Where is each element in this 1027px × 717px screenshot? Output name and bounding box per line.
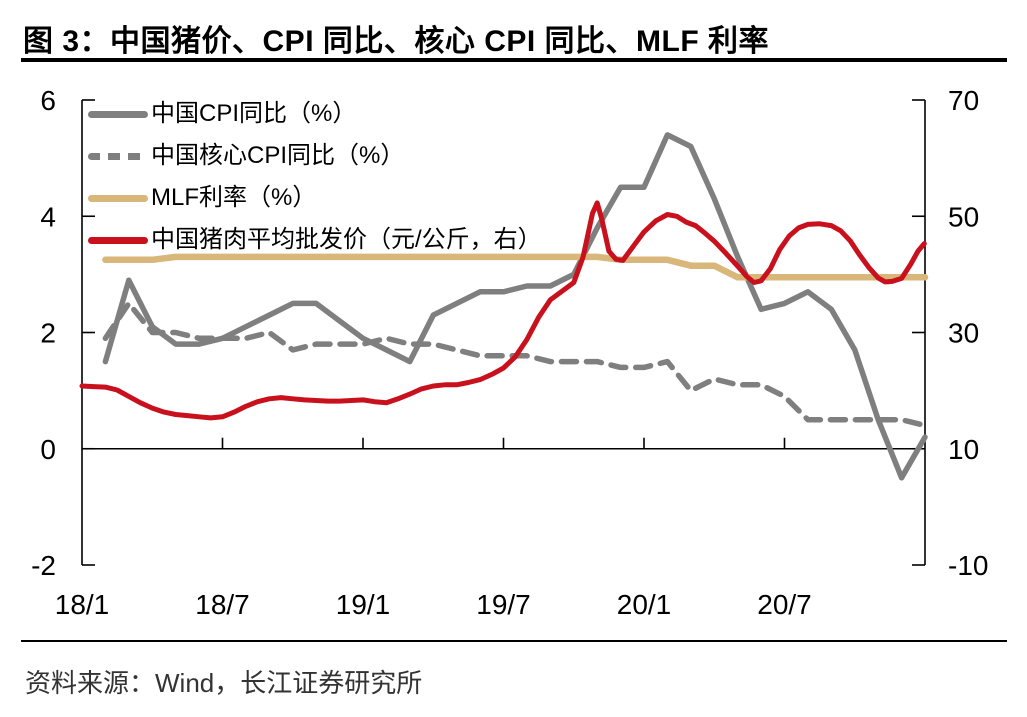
- legend-item-core-cpi: 中国核心CPI同比（%）: [88, 135, 542, 177]
- left-axis-tick-label: 2: [40, 318, 56, 349]
- x-axis-tick-label: 19/7: [476, 589, 531, 620]
- line-core-cpi: [102, 300, 928, 429]
- left-axis-tick-label: 6: [40, 85, 56, 116]
- x-axis-tick-label: 18/7: [195, 589, 250, 620]
- x-axis-tick-label: 20/7: [757, 589, 812, 620]
- line-cpi: [102, 132, 928, 481]
- figure-title: 图 3：中国猪价、CPI 同比、核心 CPI 同比、MLF 利率: [23, 25, 770, 58]
- right-axis-tick-label: 10: [948, 434, 979, 465]
- source-note: 资料来源：Wind，长江证券研究所: [25, 668, 423, 698]
- right-axis-tick-label: 30: [948, 318, 979, 349]
- legend-label-core-cpi: 中国核心CPI同比（%）: [151, 142, 405, 169]
- right-axis-tick-label: 50: [948, 201, 979, 232]
- legend-label-mlf: MLF利率（%）: [151, 184, 317, 211]
- left-axis-tick-label: 4: [40, 201, 56, 232]
- legend-item-mlf: MLF利率（%）: [88, 177, 542, 219]
- legend-label-pork: 中国猪肉平均批发价（元/公斤，右）: [151, 226, 542, 253]
- x-axis-tick-label: 19/1: [336, 589, 391, 620]
- right-axis-tick-label: -10: [948, 550, 988, 581]
- left-axis-tick-label: -2: [31, 550, 56, 581]
- line-mlf: [102, 253, 929, 281]
- left-axis-tick-label: 0: [40, 434, 56, 465]
- bottom-rule: [21, 640, 1007, 642]
- line-pork: [79, 200, 927, 421]
- legend-swatch-pork-line: [88, 236, 148, 244]
- legend-item-pork: 中国猪肉平均批发价（元/公斤，右）: [88, 219, 542, 261]
- legend: 中国CPI同比（%） 中国核心CPI同比（%） MLF利率（%） 中国猪肉平均批…: [88, 93, 542, 261]
- legend-label-cpi: 中国CPI同比（%）: [151, 100, 357, 127]
- legend-item-cpi: 中国CPI同比（%）: [88, 93, 542, 135]
- x-axis-tick-label: 18/1: [55, 589, 110, 620]
- right-axis-tick-label: 70: [948, 85, 979, 116]
- x-axis-tick-label: 20/1: [617, 589, 672, 620]
- title-rule: [21, 58, 1007, 62]
- legend-swatch-mlf-line: [88, 194, 148, 202]
- legend-swatch-core-cpi-line: [88, 152, 148, 160]
- legend-swatch-cpi-line: [88, 110, 148, 118]
